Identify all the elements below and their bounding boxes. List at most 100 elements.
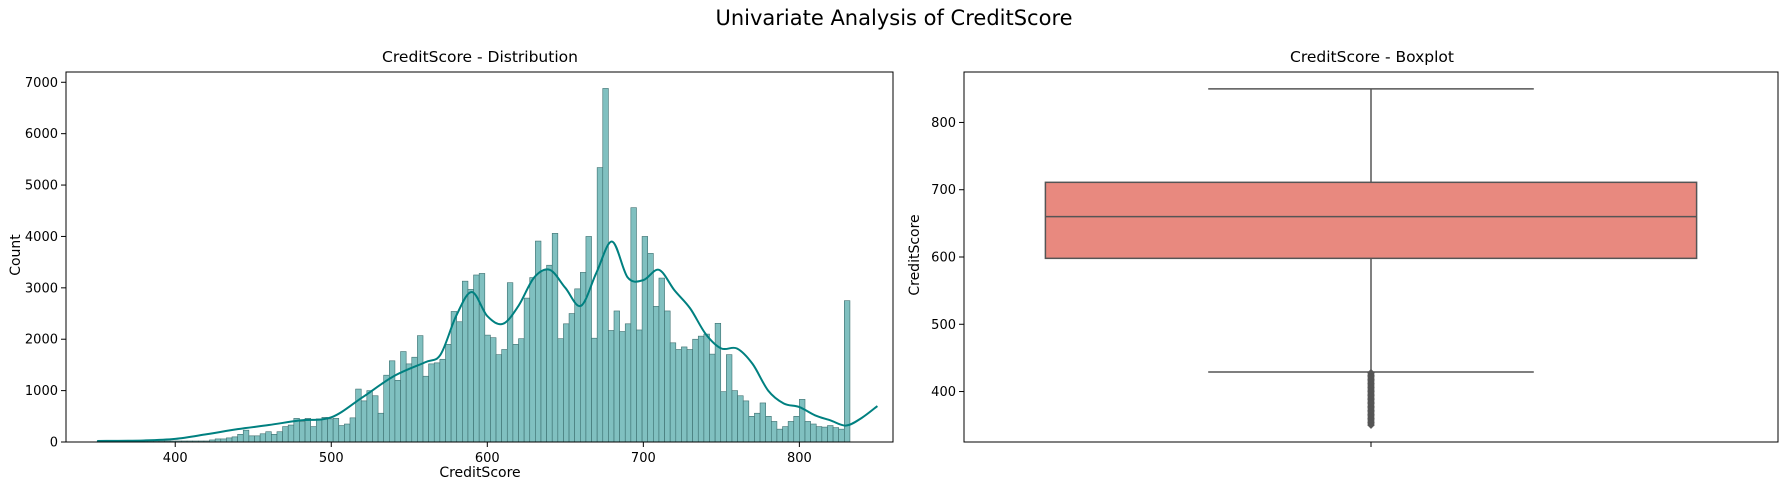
histogram-bar (832, 427, 839, 443)
histogram-x-axis-label: CreditScore (439, 465, 520, 481)
histogram-bar (821, 426, 828, 443)
figure-title: Univariate Analysis of CreditScore (715, 6, 1072, 30)
boxplot-chart: CreditScore - Boxplot 400 500 600 700 800 Cr… (907, 48, 1779, 447)
histogram-y-tick-label: 1000 (25, 384, 58, 399)
boxplot-box (1044, 181, 1698, 260)
histogram-bar (242, 429, 250, 443)
histogram-bar (613, 310, 620, 443)
histogram-bar (563, 323, 570, 443)
boxplot-y-tick-label: 500 (931, 318, 956, 333)
histogram-bar (411, 356, 418, 443)
histogram-bar (428, 363, 435, 443)
histogram-bar (770, 421, 778, 443)
histogram-bar (630, 207, 637, 443)
histogram-bar (720, 391, 727, 443)
histogram-x-tick-label: 800 (787, 451, 812, 466)
histogram-plot-frame (65, 71, 894, 443)
boxplot-y-tick-label: 800 (931, 116, 956, 131)
histogram-bar (360, 400, 368, 443)
histogram-y-tick-label: 0 (50, 436, 58, 451)
histogram-bar (731, 390, 738, 443)
histogram-bar (815, 426, 823, 443)
histogram-bar (546, 264, 553, 443)
histogram-bar (276, 431, 283, 443)
histogram-bar (540, 270, 547, 443)
histogram-bar (844, 300, 851, 443)
histogram-bar (462, 280, 469, 443)
kde-curve (97, 240, 879, 442)
histogram-bar (400, 351, 407, 443)
boxplot-y-tick-label: 700 (931, 183, 956, 198)
histogram-bar (445, 344, 452, 443)
histogram-bar (344, 423, 351, 443)
boxplot-y-tick-label: 400 (931, 385, 956, 400)
histogram-bar (810, 423, 817, 443)
histogram-bar (433, 362, 441, 443)
histogram-bar (422, 375, 429, 443)
histogram-bar (265, 431, 272, 443)
boxplot-title: CreditScore - Boxplot (1290, 48, 1454, 66)
histogram-bar (332, 418, 340, 443)
histogram-bar (501, 349, 508, 443)
histogram-bar (383, 374, 390, 443)
histogram-bar (523, 297, 531, 443)
histogram-bar (669, 342, 677, 443)
histogram-bar (551, 233, 559, 443)
histogram-bar (450, 311, 458, 443)
histogram-axes: 400 500 600 700 800 0 1000 2000 3000 4000 5000 6000… (25, 76, 812, 466)
histogram-bar (754, 412, 761, 443)
histogram-bar (596, 167, 604, 443)
histogram-y-tick-label: 2000 (25, 333, 58, 348)
histogram-bar (254, 435, 261, 443)
histogram-bar (765, 416, 772, 443)
histogram-bar (714, 322, 722, 443)
histogram-chart: CreditScore - Distribution 400 500 600 700 8… (8, 48, 894, 481)
histogram-bar (377, 412, 384, 443)
histogram-bar (456, 321, 463, 443)
histogram-bar (658, 277, 665, 443)
histogram-x-tick-label: 600 (475, 451, 500, 466)
boxplot-y-tick-label: 600 (931, 251, 956, 266)
histogram-bars (96, 88, 851, 443)
histogram-bar (759, 402, 766, 443)
histogram-bar (838, 428, 845, 443)
histogram-x-tick-label: 700 (631, 451, 656, 466)
histogram-bar (641, 236, 649, 443)
histogram-bar (394, 380, 401, 443)
histogram-y-tick-label: 4000 (25, 230, 58, 245)
histogram-bar (726, 354, 733, 443)
histogram-bar (372, 395, 379, 443)
histogram-bar (782, 426, 789, 443)
histogram-bar (512, 344, 519, 443)
histogram-bar (697, 335, 705, 443)
histogram-bar (574, 288, 581, 443)
histogram-bar (478, 273, 486, 443)
boxplot-plot-frame (963, 71, 1779, 443)
histogram-bar (226, 437, 233, 443)
histogram-bar (591, 337, 598, 443)
histogram-bar (495, 354, 502, 443)
histogram-bar (580, 272, 587, 443)
histogram-bar (624, 323, 632, 443)
histogram-bar (287, 424, 295, 443)
histogram-bar (405, 363, 413, 443)
histogram-bar (737, 395, 744, 443)
histogram-title: CreditScore - Distribution (382, 48, 578, 66)
histogram-bar (787, 421, 795, 443)
histogram-bar (490, 337, 497, 443)
histogram-bar (315, 418, 323, 443)
histogram-bar (321, 417, 328, 443)
histogram-bar (304, 418, 311, 443)
histogram-bar (602, 88, 609, 443)
histogram-bar (355, 388, 362, 443)
boxplot-y-axis-label: CreditScore (907, 214, 923, 295)
histogram-y-tick-label: 3000 (25, 281, 58, 296)
histogram-x-tick-label: 400 (163, 451, 188, 466)
histogram-bar (518, 338, 525, 443)
histogram-bar (675, 349, 682, 443)
histogram-bar (686, 349, 693, 443)
histogram-bar (259, 433, 267, 443)
histogram-bar (827, 425, 834, 443)
histogram-bar (608, 330, 615, 443)
